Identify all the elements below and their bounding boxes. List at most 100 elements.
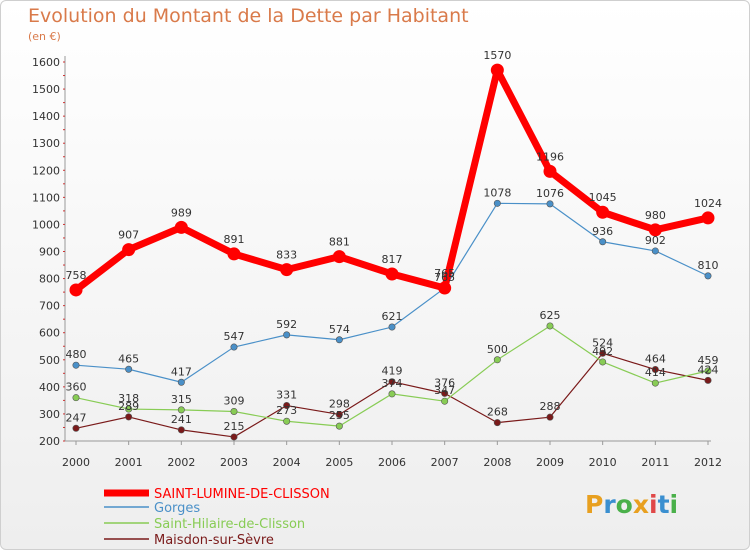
data-label: 298 bbox=[329, 397, 350, 410]
data-point bbox=[546, 200, 554, 208]
x-tick-label: 2011 bbox=[641, 456, 669, 469]
data-point bbox=[283, 331, 291, 339]
y-tick-label: 300 bbox=[39, 408, 60, 421]
y-tick-label: 900 bbox=[39, 246, 60, 259]
data-label: 817 bbox=[382, 253, 403, 266]
data-label: 273 bbox=[276, 404, 297, 417]
y-tick-label: 1200 bbox=[32, 164, 60, 177]
data-point bbox=[177, 406, 185, 414]
data-point bbox=[441, 389, 449, 397]
x-tick-label: 2002 bbox=[167, 456, 195, 469]
data-point bbox=[72, 394, 80, 402]
y-tick-label: 1500 bbox=[32, 83, 60, 96]
logo-letter: t bbox=[657, 490, 670, 519]
data-point bbox=[704, 376, 712, 384]
x-tick-label: 2008 bbox=[483, 456, 511, 469]
y-tick-label: 1400 bbox=[32, 110, 60, 123]
data-label: 1076 bbox=[536, 187, 564, 200]
logo-letter: i bbox=[649, 490, 658, 519]
data-label: 424 bbox=[698, 363, 719, 376]
data-point bbox=[177, 426, 185, 434]
data-label: 907 bbox=[118, 229, 139, 242]
y-tick-label: 1000 bbox=[32, 218, 60, 231]
data-label: 500 bbox=[487, 343, 508, 356]
data-label: 241 bbox=[171, 413, 192, 426]
data-label: 268 bbox=[487, 406, 508, 419]
chart-series bbox=[69, 63, 715, 441]
data-point bbox=[490, 63, 504, 77]
logo-letter: P bbox=[585, 490, 604, 519]
data-label: 1024 bbox=[694, 197, 722, 210]
data-label: 891 bbox=[224, 233, 245, 246]
data-point bbox=[596, 205, 610, 219]
data-point bbox=[69, 283, 83, 297]
data-label: 492 bbox=[592, 345, 613, 358]
y-tick-label: 600 bbox=[39, 327, 60, 340]
data-point bbox=[543, 164, 557, 178]
data-label: 621 bbox=[382, 310, 403, 323]
x-tick-label: 2004 bbox=[273, 456, 301, 469]
data-point bbox=[441, 397, 449, 405]
y-tick-label: 1100 bbox=[32, 191, 60, 204]
y-tick-label: 1300 bbox=[32, 137, 60, 150]
data-point bbox=[72, 361, 80, 369]
y-tick-label: 1600 bbox=[32, 56, 60, 69]
proxiti-logo: Proxiti bbox=[585, 490, 678, 519]
data-point bbox=[335, 410, 343, 418]
data-point bbox=[493, 419, 501, 427]
chart-legend: SAINT-LUMINE-DE-CLISSONGorgesSaint-Hilai… bbox=[104, 487, 330, 548]
data-label: 417 bbox=[171, 365, 192, 378]
data-label: 318 bbox=[118, 392, 139, 405]
x-tick-label: 2009 bbox=[536, 456, 564, 469]
data-point bbox=[388, 323, 396, 331]
chart-data-labels: 247 289 241 215 331 298 419 376 268 288 524 464 424 3… bbox=[66, 49, 723, 433]
chart-axes: 200 300 400 500 600 700 800 900 1000 1100 1200 1300… bbox=[32, 56, 722, 469]
data-point bbox=[599, 358, 607, 366]
logo-letter: r bbox=[603, 490, 616, 519]
logo-letter: o bbox=[615, 490, 633, 519]
data-point bbox=[546, 322, 554, 330]
data-point bbox=[493, 356, 501, 364]
data-point bbox=[493, 199, 501, 207]
data-point bbox=[177, 378, 185, 386]
data-label: 419 bbox=[382, 365, 403, 378]
x-tick-label: 2001 bbox=[115, 456, 143, 469]
data-label: 1045 bbox=[589, 191, 617, 204]
data-label: 547 bbox=[224, 330, 245, 343]
data-point bbox=[599, 238, 607, 246]
data-point bbox=[230, 407, 238, 415]
data-point bbox=[280, 263, 294, 277]
x-tick-label: 2000 bbox=[62, 456, 90, 469]
data-label: 360 bbox=[66, 381, 87, 394]
x-tick-label: 2003 bbox=[220, 456, 248, 469]
data-label: 255 bbox=[329, 409, 350, 422]
data-label: 980 bbox=[645, 209, 666, 222]
y-tick-label: 800 bbox=[39, 273, 60, 286]
data-point bbox=[701, 211, 715, 225]
data-label: 936 bbox=[592, 225, 613, 238]
data-point bbox=[125, 413, 133, 421]
data-label: 758 bbox=[66, 269, 87, 282]
data-point bbox=[332, 250, 346, 264]
x-tick-label: 2012 bbox=[694, 456, 722, 469]
x-tick-label: 2007 bbox=[431, 456, 459, 469]
data-label: 414 bbox=[645, 366, 666, 379]
data-label: 464 bbox=[645, 353, 666, 366]
data-point bbox=[651, 366, 659, 374]
data-label: 881 bbox=[329, 236, 350, 249]
data-label: 989 bbox=[171, 206, 192, 219]
legend-entry: SAINT-LUMINE-DE-CLISSON bbox=[154, 487, 330, 502]
data-label: 215 bbox=[224, 420, 245, 433]
data-label: 902 bbox=[645, 234, 666, 247]
data-label: 574 bbox=[329, 323, 350, 336]
data-label: 247 bbox=[66, 411, 87, 424]
logo-letter: i bbox=[669, 490, 679, 519]
data-point bbox=[546, 413, 554, 421]
data-point bbox=[648, 223, 662, 237]
data-point bbox=[704, 272, 712, 280]
data-point bbox=[599, 349, 607, 357]
data-point bbox=[125, 405, 133, 413]
data-point bbox=[335, 422, 343, 430]
